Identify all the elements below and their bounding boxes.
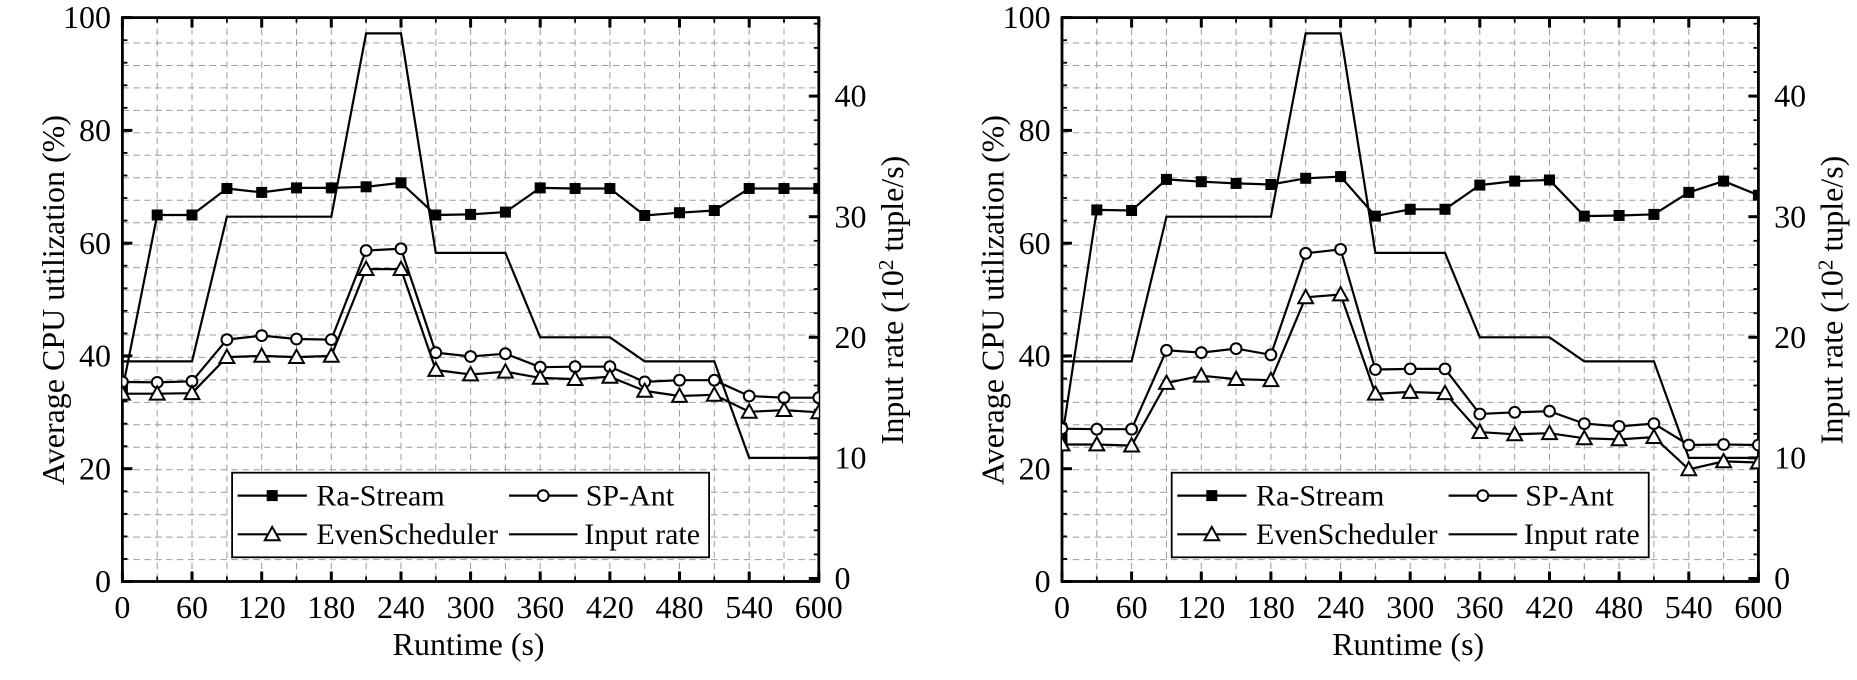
svg-text:420: 420 <box>586 589 634 625</box>
svg-text:EvenScheduler: EvenScheduler <box>1256 518 1438 551</box>
svg-text:Ra-Stream: Ra-Stream <box>316 480 444 513</box>
svg-text:Input rate (102 tuple/s): Input rate (102 tuple/s) <box>874 156 910 445</box>
svg-text:480: 480 <box>1595 589 1643 625</box>
svg-text:180: 180 <box>307 589 355 625</box>
svg-text:SP-Ant: SP-Ant <box>1525 480 1614 513</box>
svg-text:0: 0 <box>1774 560 1790 596</box>
svg-text:Input rate (102 tuple/s): Input rate (102 tuple/s) <box>1814 156 1850 445</box>
svg-text:30: 30 <box>835 198 867 234</box>
svg-text:420: 420 <box>1526 589 1574 625</box>
svg-text:60: 60 <box>1116 589 1148 625</box>
svg-text:SP-Ant: SP-Ant <box>586 480 675 513</box>
svg-text:300: 300 <box>1386 589 1434 625</box>
svg-text:20: 20 <box>79 450 111 486</box>
svg-text:100: 100 <box>1003 0 1051 35</box>
svg-text:540: 540 <box>1665 589 1713 625</box>
svg-text:240: 240 <box>377 589 425 625</box>
svg-text:EvenScheduler: EvenScheduler <box>316 518 498 551</box>
svg-text:60: 60 <box>176 589 208 625</box>
svg-text:60: 60 <box>1019 225 1051 261</box>
svg-text:80: 80 <box>1019 112 1051 148</box>
svg-text:360: 360 <box>516 589 564 625</box>
svg-text:20: 20 <box>835 319 867 355</box>
svg-text:600: 600 <box>795 589 843 625</box>
svg-text:120: 120 <box>1177 589 1225 625</box>
svg-text:120: 120 <box>238 589 286 625</box>
svg-text:60: 60 <box>79 225 111 261</box>
svg-text:0: 0 <box>1054 589 1070 625</box>
svg-text:480: 480 <box>656 589 704 625</box>
svg-text:20: 20 <box>1019 450 1051 486</box>
svg-text:Runtime (s): Runtime (s) <box>393 626 545 662</box>
svg-text:Average CPU utilization (%): Average CPU utilization (%) <box>975 115 1011 485</box>
svg-text:300: 300 <box>447 589 495 625</box>
svg-text:180: 180 <box>1247 589 1295 625</box>
svg-text:40: 40 <box>1019 338 1051 374</box>
svg-text:10: 10 <box>1774 440 1806 476</box>
svg-text:30: 30 <box>1774 198 1806 234</box>
svg-text:20: 20 <box>1774 319 1806 355</box>
svg-text:Input rate: Input rate <box>584 518 700 551</box>
svg-text:360: 360 <box>1456 589 1504 625</box>
svg-text:0: 0 <box>114 589 130 625</box>
svg-text:40: 40 <box>79 338 111 374</box>
svg-text:240: 240 <box>1317 589 1365 625</box>
svg-text:Ra-Stream: Ra-Stream <box>1256 480 1384 513</box>
svg-text:Average CPU utilization (%): Average CPU utilization (%) <box>35 115 71 485</box>
svg-text:540: 540 <box>725 589 773 625</box>
svg-text:80: 80 <box>79 112 111 148</box>
svg-text:0: 0 <box>1035 563 1051 599</box>
svg-text:600: 600 <box>1734 589 1782 625</box>
svg-text:10: 10 <box>835 440 867 476</box>
svg-text:0: 0 <box>835 560 851 596</box>
svg-text:40: 40 <box>1774 78 1806 114</box>
svg-text:Runtime (s): Runtime (s) <box>1332 626 1484 662</box>
svg-text:Input rate: Input rate <box>1524 518 1640 551</box>
svg-text:0: 0 <box>95 563 111 599</box>
svg-text:100: 100 <box>63 0 111 35</box>
svg-text:40: 40 <box>835 78 867 114</box>
